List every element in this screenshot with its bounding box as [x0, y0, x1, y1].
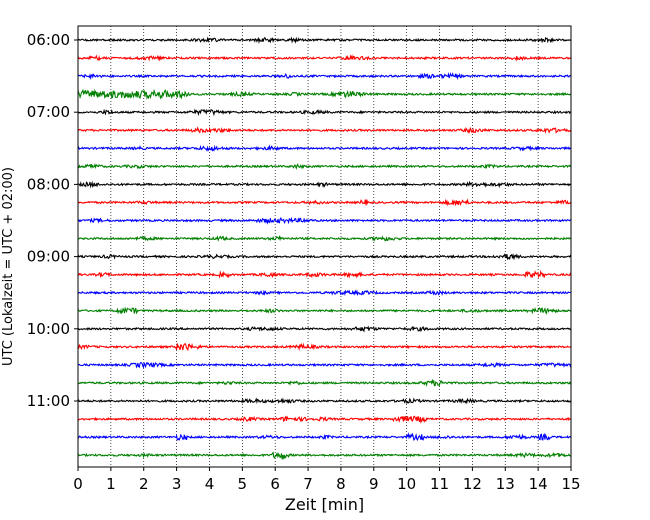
trace-1	[77, 54, 572, 62]
trace-19	[77, 378, 572, 387]
trace-16	[77, 325, 572, 333]
trace-10	[77, 216, 571, 225]
plot-frame	[77, 25, 572, 468]
x-tick-label-13: 13	[496, 475, 515, 493]
y-tick-label-1100: 11:00	[27, 392, 70, 410]
y-axis-label: UTC (Lokalzeit = UTC + 02:00)	[1, 167, 16, 366]
trace-7	[77, 163, 572, 171]
x-tick-label-10: 10	[397, 475, 416, 493]
trace-21	[77, 415, 572, 424]
trace-5	[77, 126, 572, 134]
x-tick-label-0: 0	[73, 475, 83, 493]
x-tick-label-14: 14	[529, 475, 548, 493]
y-tick-label-1000: 10:00	[27, 320, 70, 338]
trace-6	[77, 144, 572, 152]
trace-15	[77, 306, 572, 315]
x-tick-label-4: 4	[205, 475, 215, 493]
trace-9	[77, 198, 572, 207]
x-axis-label: Zeit [min]	[285, 495, 364, 514]
trace-22	[77, 432, 572, 442]
x-tick-label-3: 3	[172, 475, 182, 493]
trace-20	[77, 397, 572, 405]
trace-13	[77, 269, 572, 279]
trace-18	[77, 361, 572, 369]
trace-2	[77, 72, 572, 81]
seismic-traces	[77, 36, 572, 461]
x-tick-label-9: 9	[369, 475, 379, 493]
x-axis-ticks: 0 1 2 3 4 5 6 7 8 9 10 11 12 13 14 15	[73, 467, 581, 493]
x-tick-label-5: 5	[238, 475, 248, 493]
x-tick-label-15: 15	[561, 475, 580, 493]
y-tick-label-0600: 06:00	[27, 31, 70, 49]
y-tick-label-0800: 08:00	[27, 175, 70, 193]
x-tick-label-7: 7	[303, 475, 313, 493]
trace-23	[77, 451, 572, 461]
trace-11	[77, 234, 572, 242]
trace-4	[77, 108, 572, 117]
x-tick-label-8: 8	[336, 475, 346, 493]
y-axis-ticks: 06:00 07:00 08:00 09:00 10:00 11:00	[27, 31, 78, 410]
trace-12	[77, 253, 572, 261]
x-tick-label-1: 1	[106, 475, 116, 493]
trace-8	[77, 180, 572, 189]
trace-14	[77, 289, 572, 297]
x-tick-label-2: 2	[139, 475, 149, 493]
trace-3	[77, 88, 572, 100]
trace-0	[77, 36, 572, 44]
x-tick-label-11: 11	[430, 475, 449, 493]
y-tick-label-0900: 09:00	[27, 248, 70, 266]
x-tick-label-6: 6	[270, 475, 280, 493]
trace-17	[77, 342, 572, 352]
x-tick-label-12: 12	[463, 475, 482, 493]
y-tick-label-0700: 07:00	[27, 103, 70, 121]
